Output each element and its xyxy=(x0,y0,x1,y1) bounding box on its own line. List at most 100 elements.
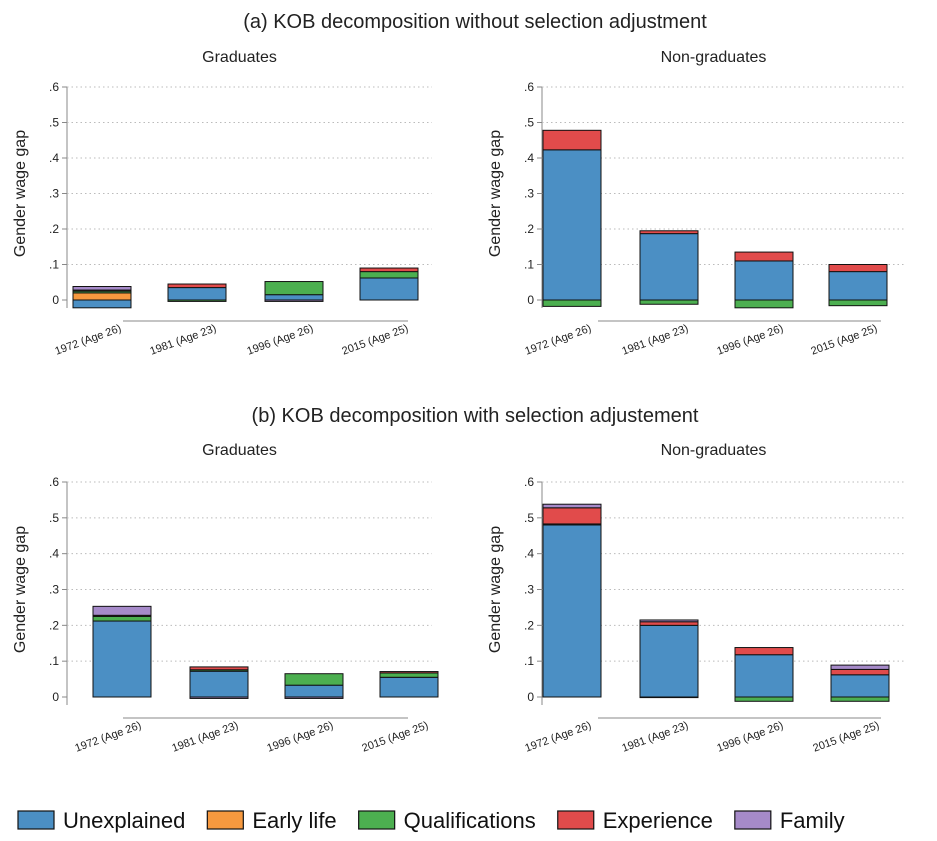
bar-segment-experience xyxy=(639,621,699,626)
chart-a-non-graduates: Non-graduates Gender wage gap 0 .1 .2 .3 .4 .5.… xyxy=(487,49,905,358)
x-tick-label: 1996 (Age 26) xyxy=(245,323,315,358)
legend-item-qualifications: Qualifications xyxy=(358,808,536,833)
y-tick-label: .4 xyxy=(49,547,59,561)
bar-segment-experience xyxy=(734,251,794,262)
y-tick-label: .6 xyxy=(49,80,59,94)
x-tick-label: 1981 (Age 23) xyxy=(620,720,690,755)
y-tick-label: .3 xyxy=(524,583,534,597)
y-tick-label: .6 xyxy=(49,475,59,489)
y-tick-label: 0 xyxy=(52,690,59,704)
x-tick-label: 1972 (Age 26) xyxy=(53,323,123,358)
legend-swatch xyxy=(557,810,595,830)
bar-segment-qualifications xyxy=(359,271,419,279)
bar-segment-qualifications xyxy=(830,696,890,702)
y-tick-label: 0 xyxy=(527,293,534,307)
legend-swatch xyxy=(358,810,396,830)
x-tick-label: 2015 (Age 25) xyxy=(340,323,410,358)
subplot-title: Non-graduates xyxy=(661,49,767,66)
bar-segment-experience xyxy=(639,230,699,235)
y-tick-label: .6 xyxy=(524,80,534,94)
bar-segment-family xyxy=(542,503,602,509)
bar-segment-unexplained xyxy=(830,674,890,698)
chart-b-non-graduates: Non-graduates Gender wage gap 0 .1 .2 .3 .4 .5.… xyxy=(487,442,905,755)
bar-segment-family xyxy=(639,619,699,623)
y-axis-label: Gender wage gap xyxy=(487,526,504,653)
bar-segment-family xyxy=(264,299,324,302)
panel-b-title: (b) KOB decomposition with selection adj… xyxy=(252,405,699,427)
y-tick-label: 0 xyxy=(52,293,59,307)
y-tick-label: .5 xyxy=(49,511,59,525)
bar-segment-experience xyxy=(828,264,888,273)
y-axis-label: Gender wage gap xyxy=(12,526,29,653)
y-tick-label: .5 xyxy=(524,116,534,130)
legend-swatch xyxy=(734,810,772,830)
y-tick-label: .3 xyxy=(524,187,534,201)
x-tick-label: 1972 (Age 26) xyxy=(523,720,593,755)
bar-segment-unexplained xyxy=(828,271,888,301)
legend-item-experience: Experience xyxy=(557,808,713,833)
y-tick-label: .2 xyxy=(524,222,534,236)
bar-segment-experience xyxy=(359,267,419,273)
x-tick-label: 2015 (Age 25) xyxy=(811,720,881,755)
bar-segment-experience xyxy=(167,283,227,289)
x-tick-label: 2015 (Age 25) xyxy=(809,323,879,358)
bar-segment-qualifications xyxy=(92,615,152,622)
y-tick-label: .5 xyxy=(524,511,534,525)
legend-item-early-life: Early life xyxy=(206,808,337,833)
y-tick-label: .1 xyxy=(49,258,59,272)
bar-segment-family xyxy=(830,664,890,670)
bar-segment-qualifications xyxy=(734,299,794,309)
bar-segment-experience xyxy=(379,671,439,674)
bar-segment-experience xyxy=(830,668,890,676)
y-tick-label: .5 xyxy=(49,116,59,130)
y-tick-label: .2 xyxy=(49,222,59,236)
bar-segment-unexplained xyxy=(639,233,699,301)
bar-segment-qualifications xyxy=(734,696,794,702)
bar-segment-early-life xyxy=(72,292,132,301)
y-tick-label: .1 xyxy=(49,654,59,668)
y-tick-label: .4 xyxy=(49,151,59,165)
chart-a-graduates: Graduates Gender wage gap 0 .1 .2 .3 .4 .5 .6 197… xyxy=(12,49,432,358)
bar-segment-qualifications xyxy=(167,299,227,302)
legend-swatch xyxy=(206,810,244,830)
bar-segment-unexplained xyxy=(167,287,227,301)
legend-label: Qualifications xyxy=(404,808,536,833)
bar-segment-experience xyxy=(542,507,602,525)
legend-label: Unexplained xyxy=(63,808,185,833)
legend-label: Experience xyxy=(603,808,713,833)
bar-segment-unexplained xyxy=(542,524,602,698)
bar-segment-unexplained xyxy=(359,277,419,301)
y-axis-label: Gender wage gap xyxy=(12,130,29,257)
panel-a-title: (a) KOB decomposition without selection … xyxy=(243,11,707,33)
legend-label: Family xyxy=(780,808,845,833)
subplot-title: Non-graduates xyxy=(661,442,767,459)
y-tick-label: .2 xyxy=(49,618,59,632)
x-tick-label: 1981 (Age 23) xyxy=(170,720,240,755)
y-tick-label: .6 xyxy=(524,475,534,489)
bar-segment-unexplained xyxy=(92,620,152,698)
x-tick-label: 1996 (Age 26) xyxy=(715,720,785,755)
x-tick-label: 1981 (Age 23) xyxy=(148,323,218,358)
subplot-title: Graduates xyxy=(202,49,277,66)
y-axis-label: Gender wage gap xyxy=(487,130,504,257)
y-tick-label: .3 xyxy=(49,583,59,597)
x-tick-label: 1972 (Age 26) xyxy=(523,323,593,358)
bar-segment-experience xyxy=(734,647,794,656)
bar-segment-experience xyxy=(189,666,249,671)
bar-segment-unexplained xyxy=(284,684,344,698)
legend-item-family: Family xyxy=(734,808,845,833)
chart-b-graduates: Graduates Gender wage gap 0 .1 .2 .3 .4 .5 .6 197… xyxy=(12,442,439,755)
legend-item-unexplained: Unexplained xyxy=(17,808,185,833)
bar-segment-family xyxy=(189,696,249,699)
bar-segment-qualifications xyxy=(639,299,699,305)
legend: Unexplained Early life Qualifications Exper… xyxy=(17,808,845,833)
bar-segment-experience xyxy=(542,129,602,151)
y-tick-label: 0 xyxy=(527,690,534,704)
x-tick-label: 2015 (Age 25) xyxy=(360,720,430,755)
bar-segment-unexplained xyxy=(639,624,699,698)
bar-segment-unexplained xyxy=(72,299,132,309)
bar-segment-qualifications xyxy=(639,696,699,699)
bar-segment-qualifications xyxy=(264,281,324,296)
bar-segment-unexplained xyxy=(264,294,324,301)
